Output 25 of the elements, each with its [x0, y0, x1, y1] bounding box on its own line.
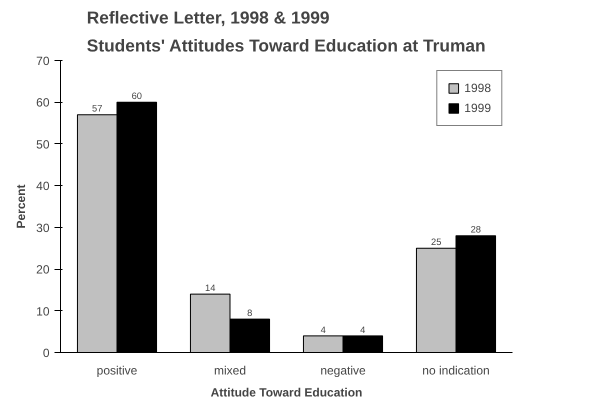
y-tick-label: 40 [36, 179, 50, 194]
data-label: 60 [132, 91, 142, 102]
data-label: 14 [205, 283, 216, 294]
y-tick-label: 10 [36, 304, 50, 318]
legend-label: 1998 [464, 81, 491, 95]
x-axis-title: Attitude Toward Education [210, 386, 362, 400]
y-tick-label: 60 [36, 96, 50, 110]
x-tick-label: positive [96, 364, 138, 378]
data-label: 57 [92, 104, 102, 114]
data-label: 4 [360, 324, 366, 335]
data-label: 4 [320, 324, 326, 335]
y-tick-label: 50 [36, 137, 50, 152]
data-label: 28 [470, 224, 481, 235]
legend-label: 1999 [464, 101, 491, 115]
y-axis-title: Percent [14, 184, 28, 229]
x-tick-label: mixed [214, 364, 246, 378]
y-tick-label: 70 [36, 54, 50, 68]
data-label: 25 [431, 237, 442, 248]
y-tick-label: 30 [36, 220, 50, 235]
y-tick-label: 20 [36, 262, 50, 277]
y-tick-label: 0 [42, 346, 50, 360]
x-tick-label: no indication [422, 364, 490, 378]
data-label: 8 [247, 308, 252, 318]
chart-title: Reflective Letter, 1998 & 1999 Students' Attitudes Toward Education at Truman [86, 8, 486, 56]
x-tick-label: negative [320, 364, 366, 378]
